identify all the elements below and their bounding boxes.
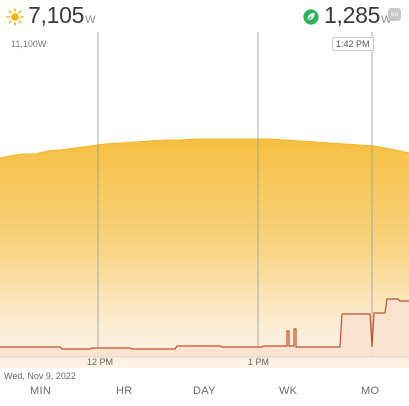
x-tick-1pm: 1 PM bbox=[248, 357, 270, 367]
stats-bar: 7,105 W 1,285 W oo bbox=[0, 0, 409, 32]
y-max-label: 11,100W bbox=[11, 39, 47, 49]
cursor-time-badge: 1:42 PM bbox=[332, 37, 374, 51]
power-chart[interactable] bbox=[0, 32, 409, 368]
usage-unit: W bbox=[381, 14, 392, 26]
usage-stat: 1,285 W bbox=[302, 2, 391, 29]
tab-wk[interactable]: WK bbox=[279, 385, 298, 397]
solar-production-stat: 7,105 W bbox=[6, 2, 95, 29]
solar-value: 7,105 bbox=[28, 2, 85, 28]
usage-value: 1,285 bbox=[324, 2, 381, 28]
solar-production-line bbox=[0, 138, 409, 159]
tab-min[interactable]: MIN bbox=[30, 385, 52, 397]
chart-date: Wed, Nov 9, 2022 bbox=[4, 371, 76, 381]
usage-area bbox=[0, 299, 409, 357]
expand-button[interactable]: oo bbox=[388, 8, 401, 21]
tab-day[interactable]: DAY bbox=[193, 385, 216, 397]
expand-icon: oo bbox=[391, 11, 399, 18]
solar-production-area bbox=[0, 139, 409, 368]
sun-icon bbox=[6, 8, 24, 26]
tab-mo[interactable]: MO bbox=[361, 385, 380, 397]
x-tick-12pm: 12 PM bbox=[87, 357, 114, 367]
tab-hr[interactable]: HR bbox=[116, 385, 133, 397]
time-range-nav: MIN HR DAY WK MO bbox=[0, 381, 409, 403]
usage-line bbox=[0, 298, 409, 350]
leaf-icon bbox=[303, 9, 319, 25]
solar-unit: W bbox=[85, 14, 96, 26]
